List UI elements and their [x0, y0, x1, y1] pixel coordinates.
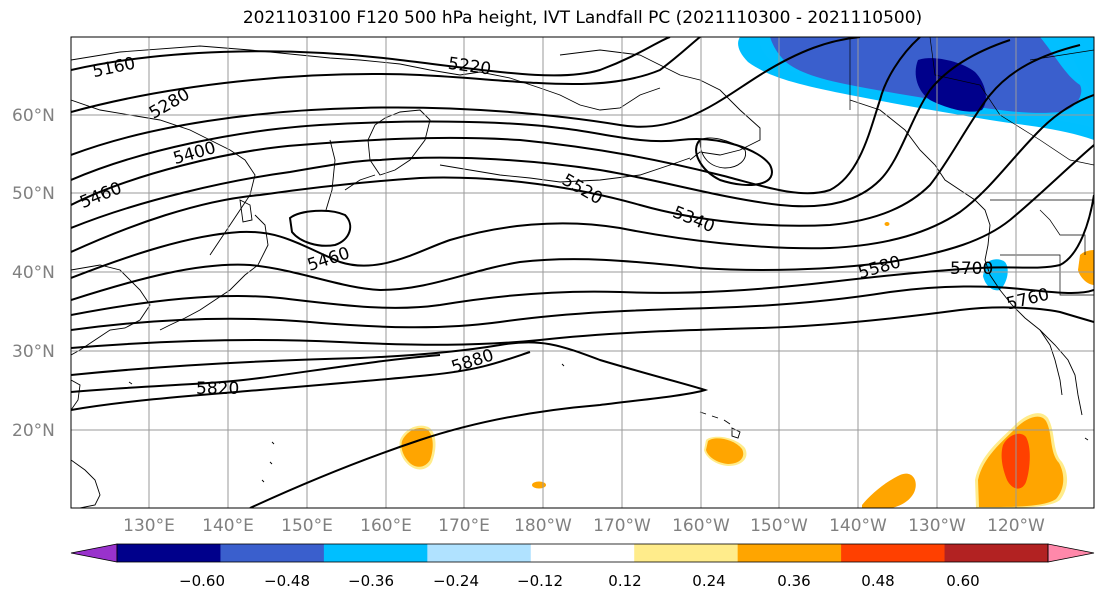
colorbar: −0.60 −0.48 −0.36 −0.24 −0.12 0.12 0.24 …: [70, 543, 1095, 590]
colorbar-segment: [841, 544, 946, 562]
lon-label-180w: 180°W: [514, 516, 572, 536]
lon-label-120w: 120°W: [987, 516, 1045, 536]
colorbar-segment: [634, 544, 739, 562]
colorbar-segment: [220, 544, 325, 562]
lon-label-160e: 160°E: [360, 516, 412, 536]
colorbar-tick-label: −0.36: [348, 572, 394, 590]
colorbar-segment: [117, 544, 221, 562]
lon-label-140w: 140°W: [829, 516, 887, 536]
lat-label-30n: 30°N: [12, 342, 55, 362]
lon-label-150e: 150°E: [281, 516, 333, 536]
latitude-labels: 60°N 50°N 40°N 30°N 20°N: [12, 106, 55, 441]
coastlines: [71, 45, 1089, 508]
graticule: [71, 37, 1094, 508]
lon-label-130e: 130°E: [123, 516, 175, 536]
colorbar-segment: [737, 544, 842, 562]
contour-label-5820: 5820: [196, 379, 239, 399]
lon-label-150w: 150°W: [750, 516, 808, 536]
colorbar-segment: [530, 544, 635, 562]
lon-label-170e: 170°E: [438, 516, 490, 536]
colorbar-extend-min: [70, 543, 118, 563]
colorbar-frame: [116, 543, 1049, 563]
lon-label-140e: 140°E: [202, 516, 254, 536]
longitude-labels: 130°E 140°E 150°E 160°E 170°E 180°W 170°…: [123, 516, 1045, 536]
colorbar-tick-label: −0.24: [433, 572, 479, 590]
lat-label-40n: 40°N: [12, 263, 55, 283]
colorbar-tick-label: 0.12: [608, 572, 641, 590]
lat-label-20n: 20°N: [12, 421, 55, 441]
colorbar-tick-label: 0.24: [692, 572, 725, 590]
height-contours: [71, 37, 1094, 508]
lat-label-50n: 50°N: [12, 184, 55, 204]
ivt-negative-shading: [738, 37, 1094, 291]
colorbar-tick-labels: −0.60 −0.48 −0.36 −0.24 −0.12 0.12 0.24 …: [179, 572, 980, 590]
lon-label-130w: 130°W: [908, 516, 966, 536]
colorbar-extend-max: [1047, 543, 1095, 563]
lon-label-170w: 170°W: [593, 516, 651, 536]
lon-label-160w: 160°W: [672, 516, 730, 536]
colorbar-segment: [427, 544, 532, 562]
contour-label-5700: 5700: [950, 259, 993, 279]
colorbar-tick-label: 0.60: [946, 572, 979, 590]
colorbar-segment: [944, 544, 1049, 562]
colorbar-tick-label: 0.48: [861, 572, 894, 590]
colorbar-tick-label: −0.48: [264, 572, 310, 590]
lat-label-60n: 60°N: [12, 106, 55, 126]
ivt-positive-shading: [399, 222, 1094, 508]
map-frame: [70, 36, 1095, 509]
colorbar-tick-label: −0.12: [517, 572, 563, 590]
colorbar-tick-label: −0.60: [179, 572, 225, 590]
colorbar-tick-label: 0.36: [777, 572, 810, 590]
map-title: 2021103100 F120 500 hPa height, IVT Land…: [242, 8, 923, 28]
colorbar-segment: [323, 544, 428, 562]
